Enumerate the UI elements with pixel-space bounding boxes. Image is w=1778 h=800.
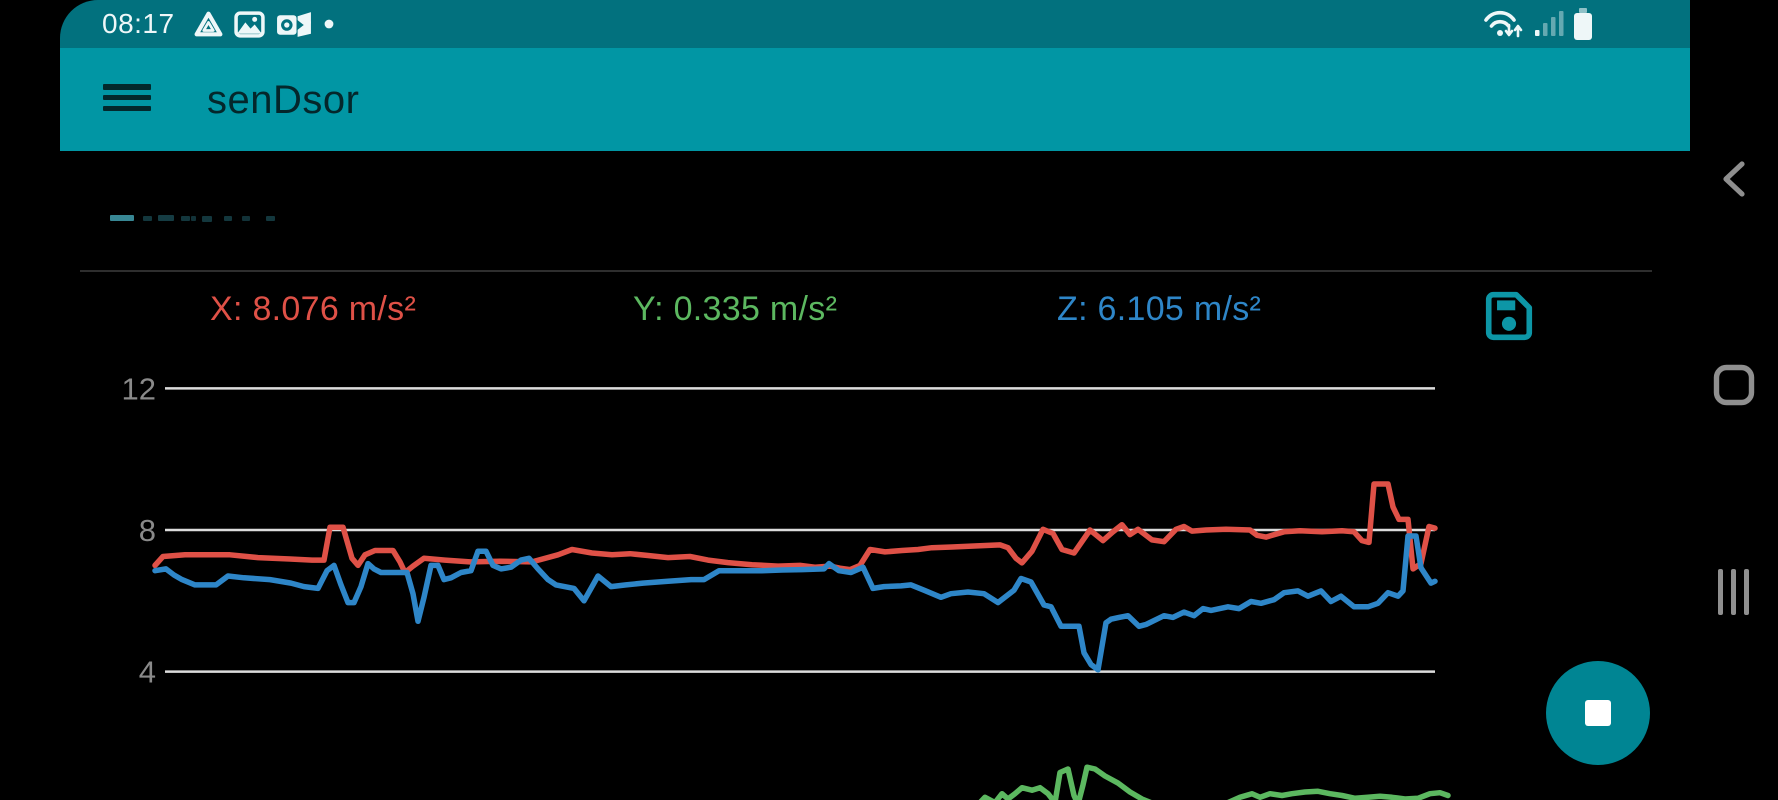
status-bar-left: 08:17	[60, 8, 335, 40]
save-button[interactable]	[1484, 290, 1534, 342]
divider	[80, 270, 1652, 272]
floppy-disk-icon	[1485, 291, 1533, 341]
menu-button[interactable]	[103, 84, 151, 111]
y-tick-12: 12	[122, 371, 156, 406]
reading-z: Z: 6.105 m/s²	[1057, 290, 1262, 328]
nav-recents-button[interactable]	[1702, 560, 1766, 624]
wifi-icon	[1484, 10, 1523, 38]
series-Y	[978, 764, 1451, 800]
stop-recording-fab[interactable]	[1546, 661, 1650, 765]
status-bar: 08:17	[60, 0, 1690, 48]
series-X	[152, 481, 1438, 576]
mail-sync-icon	[276, 11, 311, 37]
signal-icon	[1535, 11, 1564, 36]
notification-dot	[324, 19, 333, 29]
recents-icon	[1718, 569, 1749, 615]
y-tick-4: 4	[139, 655, 156, 690]
gallery-icon	[233, 10, 265, 38]
reading-y: Y: 0.335 m/s²	[633, 290, 838, 328]
stop-icon	[1585, 700, 1611, 726]
nav-home-button[interactable]	[1702, 353, 1766, 417]
battery-icon	[1574, 8, 1592, 40]
status-clock: 08:17	[102, 8, 175, 39]
app-title: senDsor	[207, 78, 360, 122]
back-icon	[1723, 161, 1745, 197]
nav-back-button[interactable]	[1702, 147, 1766, 211]
drive-icon	[194, 11, 223, 36]
navigation-bar	[1690, 0, 1778, 800]
app-bar: senDsor	[60, 48, 1690, 151]
reading-x: X: 8.076 m/s²	[210, 290, 417, 328]
series-Z	[152, 533, 1438, 673]
home-icon	[1713, 364, 1755, 406]
y-tick-8: 8	[139, 513, 156, 548]
hamburger-icon	[103, 84, 151, 90]
status-bar-right	[1482, 7, 1690, 41]
